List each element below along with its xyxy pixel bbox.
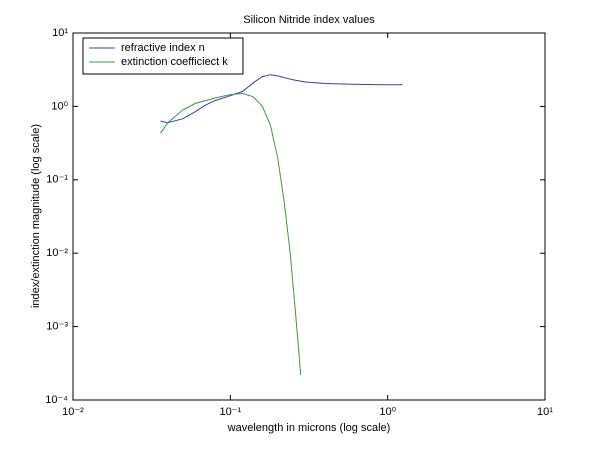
series-line [160, 74, 403, 124]
y-tick-label: 10⁻¹ [46, 174, 68, 186]
legend-label: refractive index n [121, 42, 205, 54]
chart-title: Silicon Nitride index values [243, 14, 375, 26]
y-tick-label: 10⁻³ [46, 321, 68, 333]
legend-box [82, 37, 244, 75]
x-tick-label: 10⁰ [379, 406, 396, 418]
y-tick-label: 10⁰ [51, 100, 68, 112]
plot-frame [72, 32, 546, 401]
y-axis-label: index/extinction magnitude (log scale) [30, 124, 42, 308]
x-tick-label: 10⁻² [62, 406, 84, 418]
y-tick-label: 10⁻² [46, 247, 68, 259]
y-tick-label: 10⁻⁴ [45, 394, 68, 406]
y-tick-label: 10¹ [52, 27, 68, 39]
legend-label: extinction coefficiect k [121, 56, 228, 68]
x-axis-label: wavelength in microns (log scale) [227, 422, 391, 434]
x-tick-label: 10¹ [537, 406, 553, 418]
series-line [160, 92, 302, 375]
x-tick-label: 10⁻¹ [219, 406, 241, 418]
